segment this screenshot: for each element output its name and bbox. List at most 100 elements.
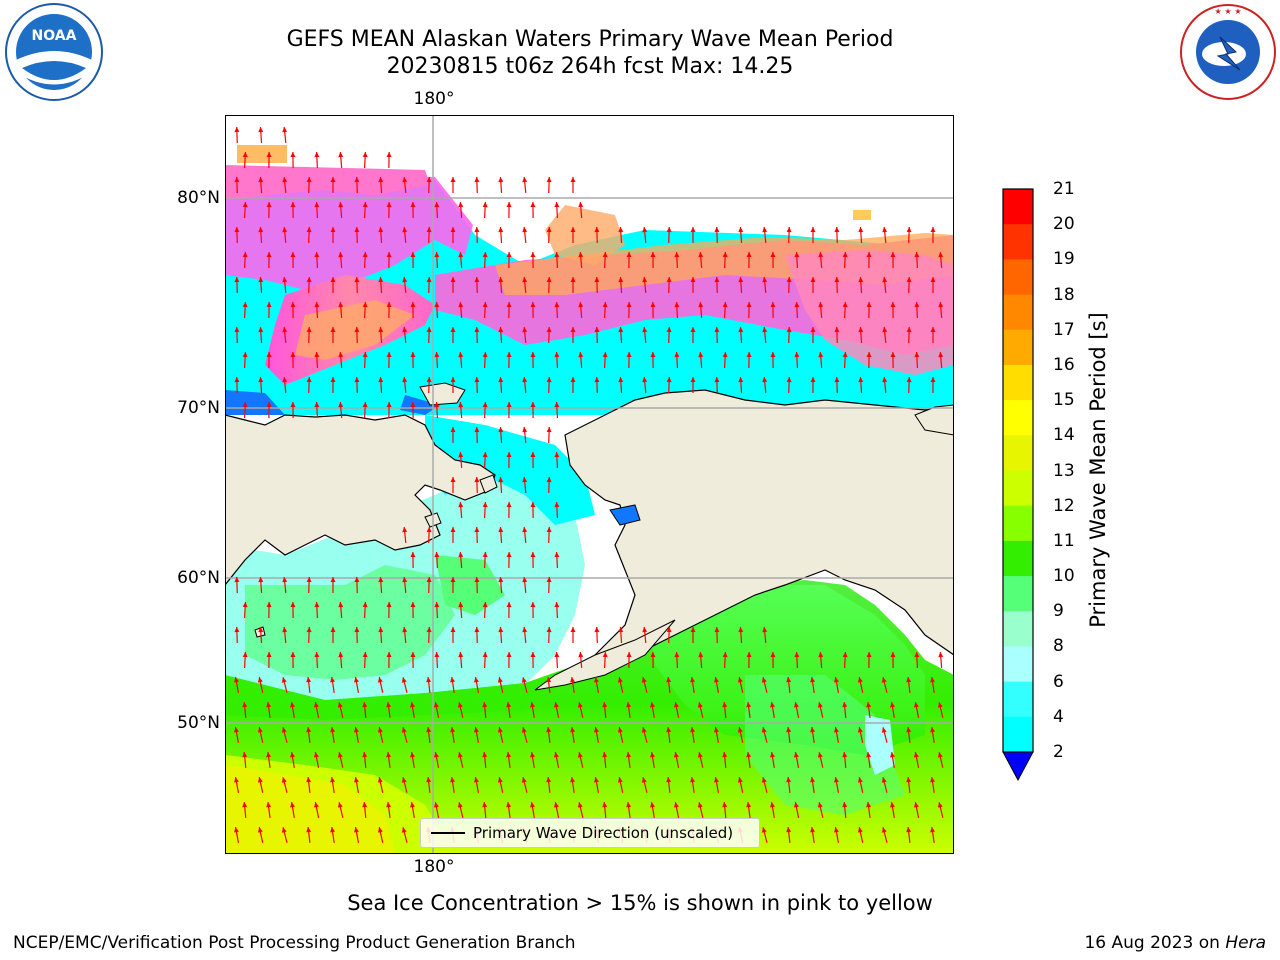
wave-arrow-head xyxy=(402,377,408,383)
wave-arrow-head xyxy=(482,402,488,408)
wave-arrow-head xyxy=(737,677,743,683)
wave-arrow-head xyxy=(834,277,840,283)
wave-arrow-head xyxy=(338,252,344,258)
wave-arrow-head xyxy=(866,352,872,358)
colorbar-tick-label: 15 xyxy=(1053,390,1075,411)
wave-arrow-head xyxy=(546,727,552,733)
wave-arrow-head xyxy=(554,602,560,608)
wave-arrow-head xyxy=(618,327,624,333)
wave-arrow-head xyxy=(362,302,368,308)
wave-arrow-head xyxy=(674,302,680,308)
wave-arrow-head xyxy=(498,627,504,633)
wave-arrow-head xyxy=(498,177,504,183)
wave-arrow-head xyxy=(690,277,696,282)
wave-arrow-head xyxy=(282,127,288,133)
wave-arrow-head xyxy=(473,727,479,733)
wave-arrow-head xyxy=(738,627,744,633)
wave-arrow-head xyxy=(914,352,920,358)
wave-arrow-head xyxy=(522,527,528,533)
wave-arrow-head xyxy=(257,677,263,683)
wave-arrow-head xyxy=(906,327,912,333)
wave-arrow-head xyxy=(482,652,488,658)
wave-arrow-head xyxy=(306,577,312,583)
wave-arrow-head xyxy=(786,277,792,283)
wave-arrow-head xyxy=(818,652,824,658)
wave-arrow-head xyxy=(522,577,528,583)
wave-arrow-head xyxy=(522,177,528,183)
wave-arrow-head xyxy=(242,152,248,158)
wave-arrow-head xyxy=(714,277,720,283)
wave-arrow-head xyxy=(473,677,479,683)
wave-arrow-head xyxy=(410,202,416,208)
wave-arrow-head xyxy=(482,352,488,358)
wave-arrow-head xyxy=(426,527,432,533)
wave-arrow-head xyxy=(690,377,696,382)
wave-arrow-head xyxy=(642,277,648,283)
wave-arrow-head xyxy=(857,777,863,783)
wave-arrow-head xyxy=(290,752,295,758)
wave-arrow-head xyxy=(714,377,720,383)
wave-arrow-head xyxy=(450,527,456,532)
wave-arrow-head xyxy=(937,752,943,758)
wave-arrow-head xyxy=(746,302,752,308)
wave-arrow-head xyxy=(434,602,440,608)
wave-arrow-head xyxy=(546,627,552,633)
footer-machine: Hera xyxy=(1225,933,1266,953)
wave-arrow-head xyxy=(234,377,240,383)
wave-arrow-head xyxy=(690,627,696,632)
wave-arrow-head xyxy=(506,202,512,208)
wave-arrow-head xyxy=(762,377,768,383)
wave-arrow-head xyxy=(770,352,776,358)
wave-arrow-head xyxy=(810,227,816,232)
wave-arrow-head xyxy=(233,727,239,733)
wave-arrow-head xyxy=(666,377,672,383)
wave-arrow-head xyxy=(746,652,752,658)
wave-arrow-head xyxy=(338,602,344,608)
colorbar-label: Primary Wave Mean Period [s] xyxy=(1086,312,1110,628)
wave-arrow-head xyxy=(290,802,295,808)
wave-arrow-head xyxy=(266,152,272,158)
colorbar-tick-label: 18 xyxy=(1053,284,1075,305)
wave-arrow-head xyxy=(506,552,512,558)
wave-arrow-head xyxy=(530,252,536,258)
wave-arrow-head xyxy=(362,752,368,758)
wave-arrow-head xyxy=(737,777,743,783)
nws-logo: ★ ★ ★ xyxy=(1180,4,1276,100)
wave-arrow-head xyxy=(386,202,392,208)
wave-arrow-head xyxy=(258,577,264,583)
wave-arrow-head xyxy=(570,677,576,683)
wave-arrow-head xyxy=(866,702,872,708)
wave-arrow-head xyxy=(698,302,704,308)
wave-arrow-head xyxy=(258,327,264,333)
map-legend: Primary Wave Direction (unscaled) xyxy=(420,818,760,848)
wave-arrow-head xyxy=(313,702,319,708)
wave-arrow-head xyxy=(666,327,672,333)
wave-arrow-head xyxy=(906,227,912,233)
wave-arrow-head xyxy=(930,377,936,382)
wave-arrow-head xyxy=(426,327,432,333)
wave-arrow-head xyxy=(546,227,552,233)
colorbar-tick-label: 11 xyxy=(1053,530,1075,551)
wave-arrow-head xyxy=(761,727,767,733)
wave-arrow-head xyxy=(434,252,440,258)
wave-arrow-head xyxy=(554,302,560,308)
wave-arrow-head xyxy=(338,652,344,658)
wave-arrow-head xyxy=(810,277,816,282)
wave-arrow-head xyxy=(330,627,336,632)
wave-arrow-head xyxy=(474,477,480,483)
wave-arrow-head xyxy=(426,677,432,683)
wave-arrow-head xyxy=(338,402,344,408)
wave-arrow-head xyxy=(314,202,320,208)
wave-arrow-head xyxy=(257,727,263,733)
wave-arrow-head xyxy=(690,777,696,783)
wave-arrow-head xyxy=(426,727,432,733)
wave-arrow-head xyxy=(353,727,359,733)
wave-arrow-head xyxy=(498,327,504,333)
wave-arrow-head xyxy=(498,427,504,433)
wave-arrow-head xyxy=(906,277,912,283)
colorbar-bin xyxy=(1003,364,1033,401)
wave-arrow-head xyxy=(506,352,512,358)
wave-arrow-head xyxy=(930,277,936,282)
wave-arrow-head xyxy=(642,377,648,383)
wave-arrow-head xyxy=(930,777,936,783)
